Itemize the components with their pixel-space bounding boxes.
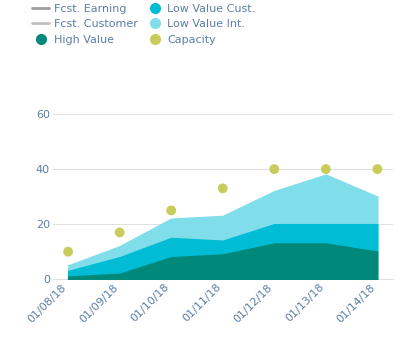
Point <box>65 249 71 255</box>
Point <box>116 229 123 235</box>
Point <box>323 166 329 172</box>
Point <box>168 208 175 213</box>
Point <box>220 185 226 191</box>
Point <box>271 166 277 172</box>
Point <box>374 166 381 172</box>
Legend: Fcst. Earning, Fcst. Customer, High Value, Low Value Cust., Low Value Int., Capa: Fcst. Earning, Fcst. Customer, High Valu… <box>32 4 256 45</box>
